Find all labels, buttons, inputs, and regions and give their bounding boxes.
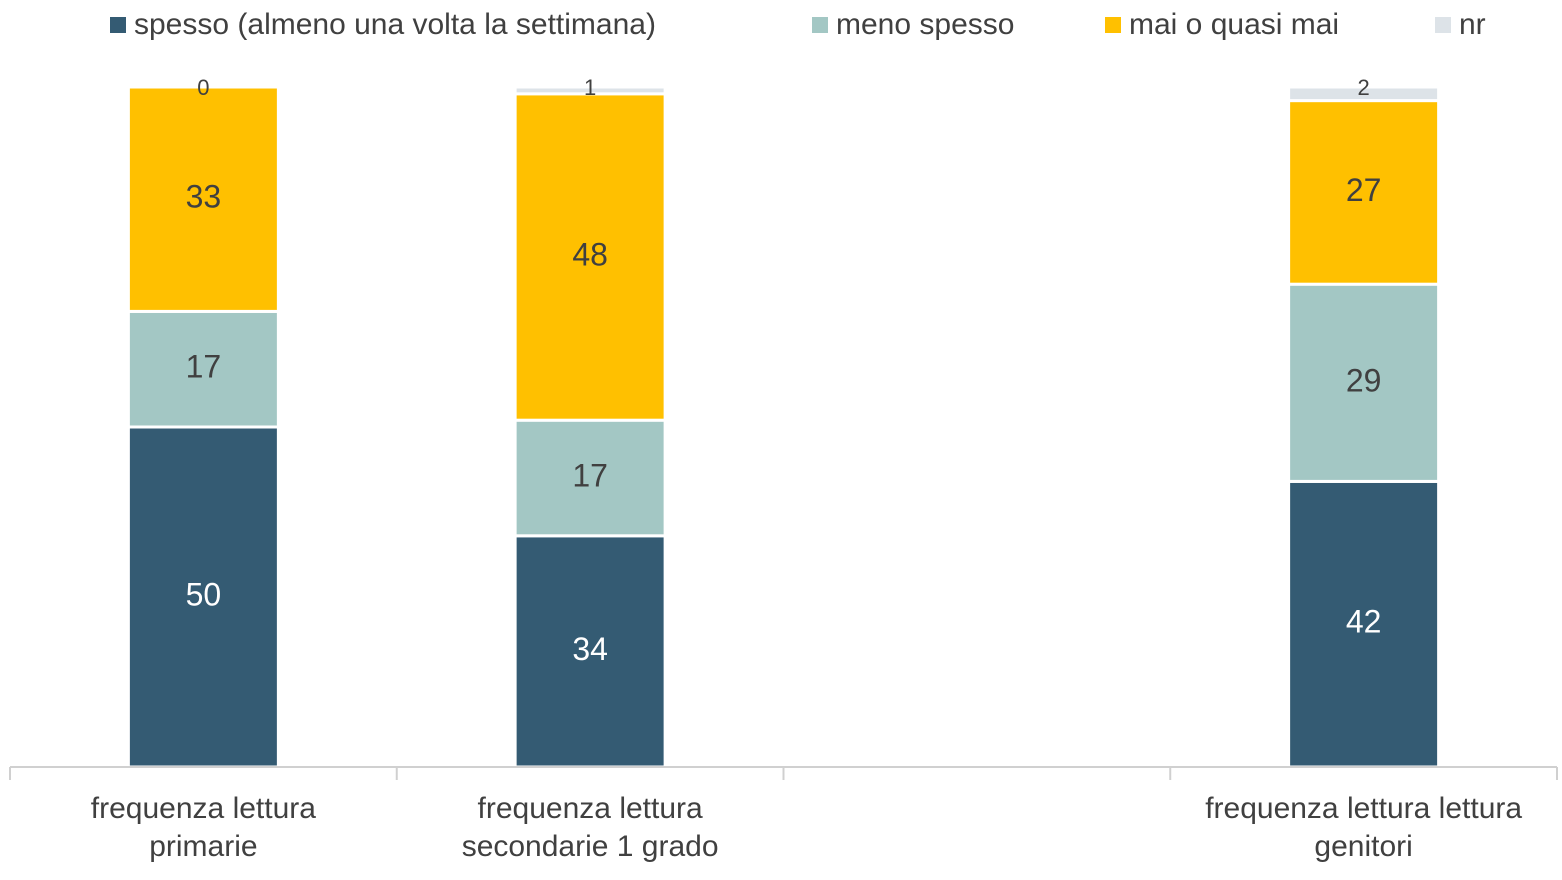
x-tick-label: frequenza lettura secondarie 1 grado xyxy=(461,792,719,863)
data-label: 34 xyxy=(572,631,608,667)
x-tick-label: frequenza lettura primarie xyxy=(90,792,316,863)
legend-label: spesso (almeno una volta la settimana) xyxy=(134,8,656,41)
bar-segment xyxy=(1287,99,1441,286)
data-label: 1 xyxy=(584,75,596,100)
data-label: 17 xyxy=(572,457,608,493)
data-label: 0 xyxy=(197,75,209,100)
bar-segment xyxy=(513,85,667,96)
data-label: 2 xyxy=(1358,75,1370,100)
legend-swatch xyxy=(812,17,828,33)
data-label: 33 xyxy=(186,179,222,215)
data-label: 48 xyxy=(572,236,608,272)
legend-label: nr xyxy=(1459,8,1486,41)
data-label: 42 xyxy=(1346,604,1382,640)
data-label: 29 xyxy=(1346,362,1382,398)
data-label: 27 xyxy=(1346,172,1382,208)
bar-segment xyxy=(1287,85,1441,103)
x-tick-label: frequenza lettura lettura genitori xyxy=(1205,792,1523,863)
bar-segment xyxy=(126,309,280,429)
legend-label: meno spesso xyxy=(836,8,1014,41)
bar-segment xyxy=(513,92,667,422)
legend-label: mai o quasi mai xyxy=(1129,8,1339,41)
legend-swatch xyxy=(110,17,126,33)
bar-segment xyxy=(126,425,280,769)
data-label: 50 xyxy=(186,576,222,612)
legend-swatch xyxy=(1105,17,1121,33)
legend-swatch xyxy=(1435,17,1451,33)
data-label: 17 xyxy=(186,349,222,385)
bar-segment xyxy=(1287,282,1441,483)
bar-segment xyxy=(513,534,667,769)
